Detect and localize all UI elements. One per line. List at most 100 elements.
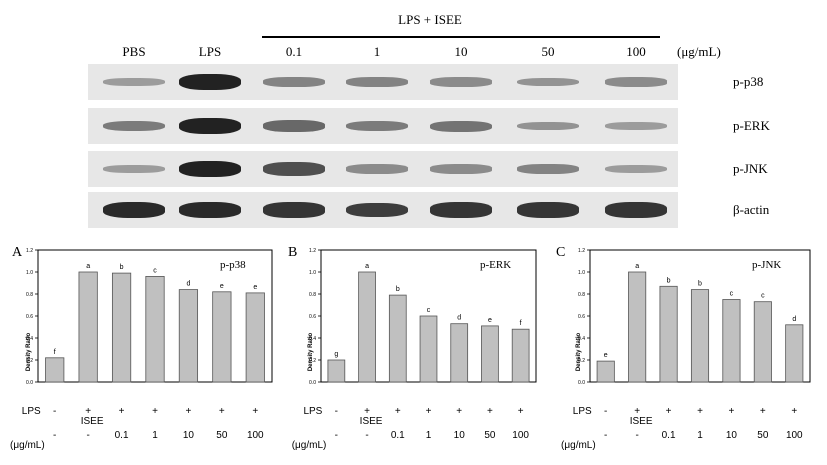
- band-p-jnk-lane-6: [517, 164, 579, 174]
- isee-dose: 100: [247, 430, 264, 441]
- condition-unit: (μg/mL): [10, 440, 45, 451]
- bar-1: [327, 359, 346, 383]
- isee-dose: 1: [426, 430, 432, 441]
- bar-4: [690, 289, 710, 383]
- y-tick-label: 0.4: [578, 336, 585, 342]
- bar-4: [419, 315, 438, 383]
- lane-label-100: 100: [626, 44, 646, 59]
- condition-label-lps: LPS: [573, 406, 592, 417]
- lps-sign: +: [186, 406, 192, 417]
- lps-sign: +: [487, 406, 493, 417]
- bar-6: [481, 325, 499, 383]
- y-axis-label-c: Density Ratio: [576, 332, 582, 371]
- bar-7: [511, 328, 530, 383]
- significance-letter: e: [604, 352, 608, 359]
- bar-3: [111, 272, 132, 383]
- y-tick-label: 0.2: [578, 358, 585, 364]
- band--actin-lane-7: [605, 202, 667, 218]
- bar-3: [659, 285, 678, 383]
- y-tick-label: 1.2: [309, 248, 316, 254]
- significance-letter: f: [520, 320, 522, 327]
- band-p-erk-lane-5: [430, 120, 492, 132]
- band-p-jnk-lane-1: [103, 165, 165, 173]
- condition-unit: (μg/mL): [561, 440, 596, 451]
- lane-label-50: 50: [541, 44, 555, 59]
- significance-letter: a: [86, 263, 90, 270]
- y-tick-label: 1.0: [309, 270, 316, 276]
- y-tick-label: 0.2: [26, 358, 33, 364]
- band--actin-lane-5: [430, 202, 492, 218]
- band-p-p38-lane-6: [517, 77, 579, 87]
- band-p-p38-lane-7: [605, 77, 667, 87]
- isee-dose: 100: [512, 430, 529, 441]
- significance-letter: b: [120, 264, 124, 271]
- significance-letter: c: [761, 293, 765, 300]
- density-charts: A p-p38 Density Ratio 0.0 0.2 0.4 0.6 0.8 1.0…: [10, 245, 811, 451]
- lps-sign: +: [666, 406, 672, 417]
- panel-b: B p-ERK Density Ratio 0.0 0.2 0.4 0.6 0.8 1.0…: [288, 245, 537, 451]
- band-p-jnk-lane-5: [430, 164, 492, 174]
- bar-5: [178, 289, 199, 383]
- isee-dose: 100: [786, 430, 803, 441]
- band-p-p38-lane-2: [179, 73, 241, 91]
- significance-letter: c: [153, 267, 157, 274]
- isee-dose: -: [635, 430, 638, 441]
- band-p-erk-lane-3: [263, 120, 325, 132]
- protein-label-p-p38: p-p38: [733, 74, 764, 89]
- band-p-p38-lane-4: [346, 77, 408, 87]
- band--actin-lane-2: [179, 202, 241, 218]
- panel-c: C p-JNK Density Ratio 0.0 0.2 0.4 0.6 0.8 1.0…: [556, 245, 811, 451]
- isee-dose: -: [86, 430, 89, 441]
- lps-sign: +: [791, 406, 797, 417]
- isee-dose: 50: [484, 430, 496, 441]
- significance-letter: e: [253, 284, 257, 291]
- lps-sign: +: [518, 406, 524, 417]
- significance-letter: e: [488, 317, 492, 324]
- lps-sign: +: [395, 406, 401, 417]
- condition-label-isee: ISEE: [630, 416, 653, 427]
- bar-2: [78, 271, 98, 383]
- y-tick-label: 1.2: [26, 248, 33, 254]
- bar-5: [722, 299, 741, 383]
- protein-label-beta-actin: β-actin: [733, 202, 770, 217]
- band-p-erk-lane-1: [103, 120, 165, 132]
- protein-label-p-jnk: p-JNK: [733, 161, 768, 176]
- lps-sign: +: [364, 406, 370, 417]
- band-p-erk-lane-6: [517, 121, 579, 131]
- lps-sign: +: [760, 406, 766, 417]
- band-p-jnk-lane-2: [179, 160, 241, 178]
- y-tick-label: 0.0: [309, 380, 316, 386]
- bar-2: [358, 271, 376, 383]
- bar-1: [45, 357, 65, 383]
- band-p-erk-lane-7: [605, 122, 667, 130]
- isee-dose: 0.1: [662, 430, 676, 441]
- significance-letter: b: [667, 277, 671, 284]
- significance-letter: f: [54, 349, 56, 356]
- isee-dose: 10: [726, 430, 738, 441]
- band-p-jnk-lane-7: [605, 165, 667, 173]
- band--actin-lane-3: [263, 202, 325, 218]
- y-tick-label: 0.6: [26, 314, 33, 320]
- condition-label-isee: ISEE: [81, 416, 104, 427]
- significance-letter: d: [792, 316, 796, 323]
- panel-letter-a: A: [12, 245, 23, 260]
- lps-sign: +: [119, 406, 125, 417]
- lps-sign: +: [219, 406, 225, 417]
- condition-label-isee: ISEE: [360, 416, 383, 427]
- condition-unit: (μg/mL): [292, 440, 327, 451]
- lps-sign: +: [729, 406, 735, 417]
- significance-letter: d: [457, 315, 461, 322]
- lane-label-lps: LPS: [198, 44, 222, 59]
- isee-dose: -: [604, 430, 607, 441]
- isee-dose: 50: [757, 430, 769, 441]
- band-p-jnk-lane-4: [346, 164, 408, 174]
- plot-area-c: 0.0 0.2 0.4 0.6 0.8 1.0 1.2 e a b b c c d LPS ISEE (μg/m…: [561, 248, 811, 451]
- bar-5: [450, 323, 469, 383]
- isee-dose: 1: [697, 430, 703, 441]
- band-p-erk-lane-4: [346, 120, 408, 132]
- significance-letter: d: [186, 281, 190, 288]
- lps-sign: +: [456, 406, 462, 417]
- group-bracket-line: [262, 36, 660, 38]
- panel-letter-c: C: [556, 245, 565, 260]
- y-tick-label: 0.4: [26, 336, 33, 342]
